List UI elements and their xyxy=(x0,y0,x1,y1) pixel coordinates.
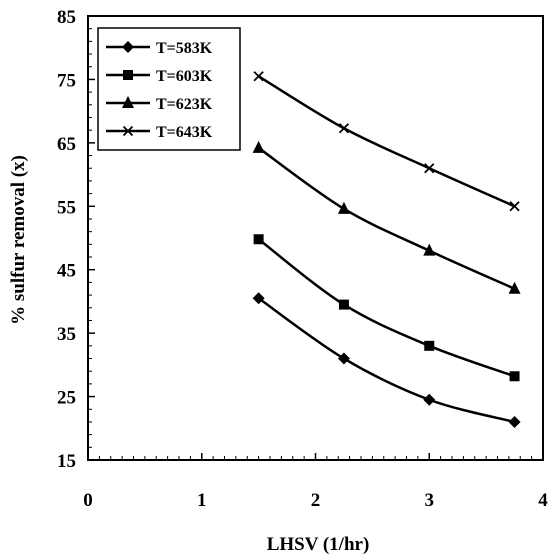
x-tick-label: 2 xyxy=(311,490,321,511)
square-marker xyxy=(338,299,349,310)
y-tick-label: 25 xyxy=(57,388,76,409)
triangle-marker xyxy=(508,281,521,294)
series-T=603K xyxy=(253,234,520,382)
legend: T=583K T=603K T=623K T=643K xyxy=(97,27,241,151)
legend-label: T=643K xyxy=(156,124,213,141)
diamond-marker xyxy=(122,41,134,53)
legend-item: T=603K xyxy=(106,68,213,85)
x-marker xyxy=(122,125,134,137)
series-line xyxy=(257,75,516,208)
axes: 15 25 35 45 55 65 75 85 0 1 2 3 4 xyxy=(57,7,548,511)
series-T=643K xyxy=(253,71,520,212)
y-tick-label: 65 xyxy=(57,134,76,155)
x-axis-label: LHSV (1/hr) xyxy=(267,534,370,555)
legend-box xyxy=(97,27,241,151)
x-marker xyxy=(424,163,435,174)
triangle-marker xyxy=(252,140,265,153)
x-marker xyxy=(509,201,520,212)
square-marker xyxy=(424,340,435,351)
series-T=583K xyxy=(252,292,521,428)
diamond-marker xyxy=(337,352,350,365)
legend-item: T=643K xyxy=(106,124,213,141)
triangle-marker xyxy=(423,243,436,256)
x-tick-label: 3 xyxy=(425,490,435,511)
series-line xyxy=(257,146,516,290)
y-tick-label: 85 xyxy=(57,7,76,28)
legend-item: T=583K xyxy=(106,40,213,57)
series-line xyxy=(257,297,515,424)
legend-label: T=603K xyxy=(156,68,213,85)
y-axis-label: % sulfur removal (x) xyxy=(8,155,29,325)
x-marker xyxy=(253,71,264,82)
x-tick-label: 0 xyxy=(83,490,93,511)
triangle-marker xyxy=(122,96,134,108)
diamond-marker xyxy=(423,393,436,406)
y-tick-label: 35 xyxy=(57,324,76,345)
series-line xyxy=(257,238,515,378)
legend-item: T=623K xyxy=(106,96,213,113)
y-tick-label: 55 xyxy=(57,197,76,218)
square-marker xyxy=(509,371,520,382)
y-tick-label: 15 xyxy=(57,451,76,472)
square-marker xyxy=(253,234,264,245)
x-tick-label: 4 xyxy=(538,490,548,511)
series-layer xyxy=(252,71,521,428)
y-tick-label: 75 xyxy=(57,70,76,91)
x-tick-label: 1 xyxy=(197,490,207,511)
series-T=623K xyxy=(252,140,521,294)
square-marker xyxy=(123,70,133,80)
diamond-marker xyxy=(252,292,265,305)
legend-label: T=583K xyxy=(156,40,213,57)
y-tick-label: 45 xyxy=(57,261,76,282)
triangle-marker xyxy=(337,201,350,214)
diamond-marker xyxy=(508,415,521,428)
legend-label: T=623K xyxy=(156,96,213,113)
x-marker xyxy=(338,123,350,134)
